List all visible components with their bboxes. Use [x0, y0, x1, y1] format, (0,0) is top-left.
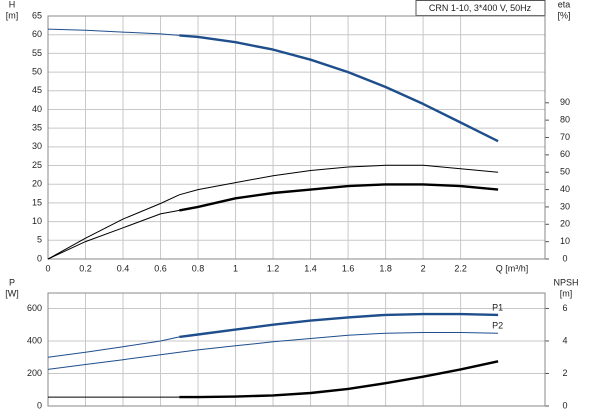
- y-tick-label: 10: [32, 216, 42, 226]
- y2-axis-label: eta: [558, 0, 571, 9]
- y2-tick-label: 40: [560, 184, 570, 194]
- y2-axis-unit: [%]: [557, 10, 570, 20]
- y-tick-label: 20: [32, 179, 42, 189]
- y-tick-label: 600: [27, 303, 42, 313]
- y-axis-unit: [m]: [6, 10, 19, 20]
- series-label: P2: [492, 321, 503, 331]
- plot-area: [47, 15, 546, 260]
- x-tick-label: 2.2: [454, 263, 467, 273]
- x-tick-label: 0.8: [192, 263, 205, 273]
- curve: [47, 336, 180, 358]
- x-tick-label: 0.6: [154, 263, 167, 273]
- y-axis-label: P: [9, 277, 15, 287]
- y2-tick-label: 6: [562, 303, 567, 313]
- y2-tick-label: 30: [560, 201, 570, 211]
- y-axis-unit: [W]: [5, 288, 19, 298]
- y-tick-label: 200: [27, 368, 42, 378]
- y2-tick-label: 2: [562, 368, 567, 378]
- y-tick-label: 40: [32, 104, 42, 114]
- chart-title: CRN 1-10, 3*400 V, 50Hz: [429, 3, 532, 13]
- curve: [47, 164, 499, 260]
- y-tick-label: 60: [32, 29, 42, 39]
- x-axis-label: Q [m³/h]: [496, 263, 529, 273]
- curve: [179, 312, 499, 339]
- y-axis-label: H: [9, 0, 16, 9]
- y2-tick-label: 50: [560, 167, 570, 177]
- y2-tick-label: 70: [560, 132, 570, 142]
- y2-axis-label: NPSH: [553, 277, 578, 287]
- y-tick-label: 55: [32, 48, 42, 58]
- curve: [179, 34, 499, 143]
- y-tick-label: 50: [32, 66, 42, 76]
- curve: [179, 183, 499, 212]
- y-tick-label: 65: [32, 10, 42, 20]
- x-tick-label: 1.8: [379, 263, 392, 273]
- x-tick-label: 0.2: [79, 263, 92, 273]
- y-tick-label: 5: [37, 235, 42, 245]
- y2-tick-label: 20: [560, 219, 570, 229]
- x-tick-label: 1.4: [304, 263, 317, 273]
- y-tick-label: 400: [27, 335, 42, 345]
- x-tick-label: 0: [45, 263, 50, 273]
- y-tick-label: 0: [37, 400, 42, 410]
- y-tick-label: 30: [32, 141, 42, 151]
- x-tick-label: 1: [233, 263, 238, 273]
- x-tick-label: 1.2: [267, 263, 280, 273]
- y2-tick-label: 4: [562, 335, 567, 345]
- y2-tick-label: 0: [562, 400, 567, 410]
- y2-tick-label: 90: [560, 97, 570, 107]
- plot-area: [47, 292, 546, 407]
- y2-tick-label: 80: [560, 115, 570, 125]
- y2-tick-label: 60: [560, 149, 570, 159]
- curve: [47, 28, 180, 36]
- y2-axis-unit: [m]: [560, 288, 573, 298]
- x-tick-label: 2: [421, 263, 426, 273]
- y-tick-label: 0: [37, 253, 42, 263]
- series-label: P1: [492, 302, 503, 312]
- y-tick-label: 45: [32, 85, 42, 95]
- x-tick-label: 0.4: [117, 263, 130, 273]
- x-tick-label: 1.6: [342, 263, 355, 273]
- y-tick-label: 25: [32, 160, 42, 170]
- y-tick-label: 35: [32, 123, 42, 133]
- curve: [47, 332, 499, 370]
- curve: [47, 209, 180, 260]
- y2-tick-label: 0: [562, 253, 567, 263]
- y-tick-label: 15: [32, 197, 42, 207]
- curve: [179, 360, 499, 399]
- y2-tick-label: 10: [560, 236, 570, 246]
